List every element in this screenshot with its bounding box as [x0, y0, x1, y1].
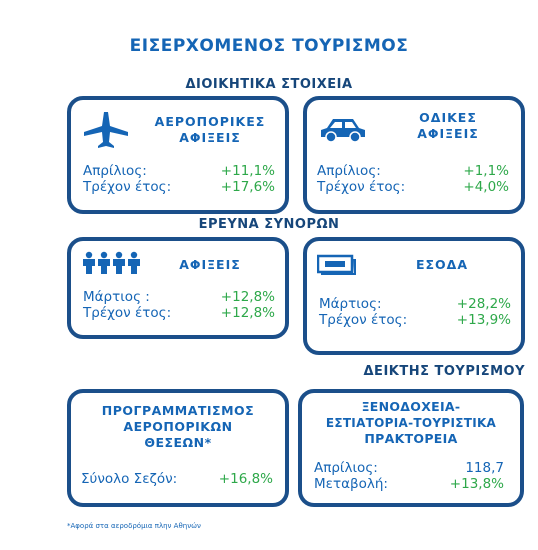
footnote: *Αφορά στα αεροδρόμια πλην Αθηνών [67, 522, 201, 530]
row-label: Τρέχον έτος: [319, 312, 408, 328]
row-value: +4,0% [463, 179, 509, 195]
row-value: +28,2% [456, 296, 511, 312]
row-label: Τρέχον έτος: [83, 305, 172, 321]
row-value: +13,8% [449, 476, 504, 492]
row-label: Απρίλιος: [83, 163, 147, 179]
people-icon [83, 251, 140, 274]
section-border-survey: ΕΡΕΥΝΑ ΣΥΝΟΡΩΝ [198, 217, 340, 232]
money-icon [317, 254, 356, 275]
card-seat-planning-title-line1: ΠΡΟΓΡΑΜΜΑΤΙΣΜΟΣ [101, 403, 255, 418]
card-air-arrivals-title-line2: ΑΦΙΞΕΙΣ [179, 130, 241, 145]
card-hotels-title-line3: ΠΡΑΚΤΟΡΕΙΑ [364, 431, 458, 446]
airplane-icon [84, 112, 128, 148]
row-label: Απρίλιος: [314, 460, 378, 476]
row-value: +13,9% [456, 312, 511, 328]
row-value: +16,8% [218, 471, 273, 487]
page-title: ΕΙΣΕΡΧΟΜΕΝΟΣ ΤΟΥΡΙΣΜΟΣ [129, 36, 409, 56]
card-border-arrivals: ΑΦΙΞΕΙΣ Μάρτιος : +12,8% Τρέχον έτος: +1… [67, 237, 289, 339]
card-seat-planning-title-line2: ΑΕΡΟΠΟΡΙΚΩΝ [123, 419, 233, 434]
card-hotels-title-line1: ΞΕΝΟΔΟΧΕΙΑ- [361, 399, 461, 414]
card-receipts: ΕΣΟΔΑ Μάρτιος: +28,2% Τρέχον έτος: +13,9… [303, 237, 525, 355]
card-receipts-title: ΕΣΟΔΑ [415, 257, 469, 272]
card-seat-planning: ΠΡΟΓΡΑΜΜΑΤΙΣΜΟΣ ΑΕΡΟΠΟΡΙΚΩΝ ΘΕΣΕΩΝ* Σύνο… [67, 389, 289, 507]
card-air-arrivals: ΑΕΡΟΠΟΡΙΚΕΣ ΑΦΙΞΕΙΣ Απρίλιος: +11,1% Τρέ… [67, 96, 289, 214]
car-icon [321, 119, 365, 143]
card-road-arrivals-title-line1: ΟΔΙΚΕΣ [419, 110, 477, 125]
card-hotels-restaurants-agencies: ΞΕΝΟΔΟΧΕΙΑ- ΕΣΤΙΑΤΟΡΙΑ-ΤΟΥΡΙΣΤΙΚΑ ΠΡΑΚΤΟ… [298, 389, 524, 507]
card-border-arrivals-title: ΑΦΙΞΕΙΣ [179, 257, 241, 272]
card-seat-planning-title-line3: ΘΕΣΕΩΝ* [144, 435, 212, 450]
section-admin-data: ΔΙΟΙΚΗΤΙΚΑ ΣΤΟΙΧΕΙΑ [185, 77, 353, 92]
card-hotels-title-line2: ΕΣΤΙΑΤΟΡΙΑ-ΤΟΥΡΙΣΤΙΚΑ [325, 416, 497, 430]
row-label: Σύνολο Σεζόν: [81, 471, 178, 487]
row-value: +11,1% [220, 163, 275, 179]
row-label: Απρίλιος: [317, 163, 381, 179]
row-value: +12,8% [220, 305, 275, 321]
card-air-arrivals-title-line1: ΑΕΡΟΠΟΡΙΚΕΣ [154, 114, 266, 129]
row-label: Μεταβολή: [314, 476, 388, 492]
row-value: +12,8% [220, 289, 275, 305]
row-label: Τρέχον έτος: [83, 179, 172, 195]
row-label: Μάρτιος: [319, 296, 382, 312]
card-road-arrivals: ΟΔΙΚΕΣ ΑΦΙΞΕΙΣ Απρίλιος: +1,1% Τρέχον έτ… [303, 96, 525, 214]
row-value: +1,1% [463, 163, 509, 179]
section-tourism-indices: ΔΕΙΚΤΗΣ ΤΟΥΡΙΣΜΟΥ [363, 364, 525, 379]
row-value: 118,7 [465, 460, 504, 476]
row-value: +17,6% [220, 179, 275, 195]
card-road-arrivals-title-line2: ΑΦΙΞΕΙΣ [417, 126, 479, 141]
row-label: Μάρτιος : [83, 289, 150, 305]
row-label: Τρέχον έτος: [317, 179, 406, 195]
